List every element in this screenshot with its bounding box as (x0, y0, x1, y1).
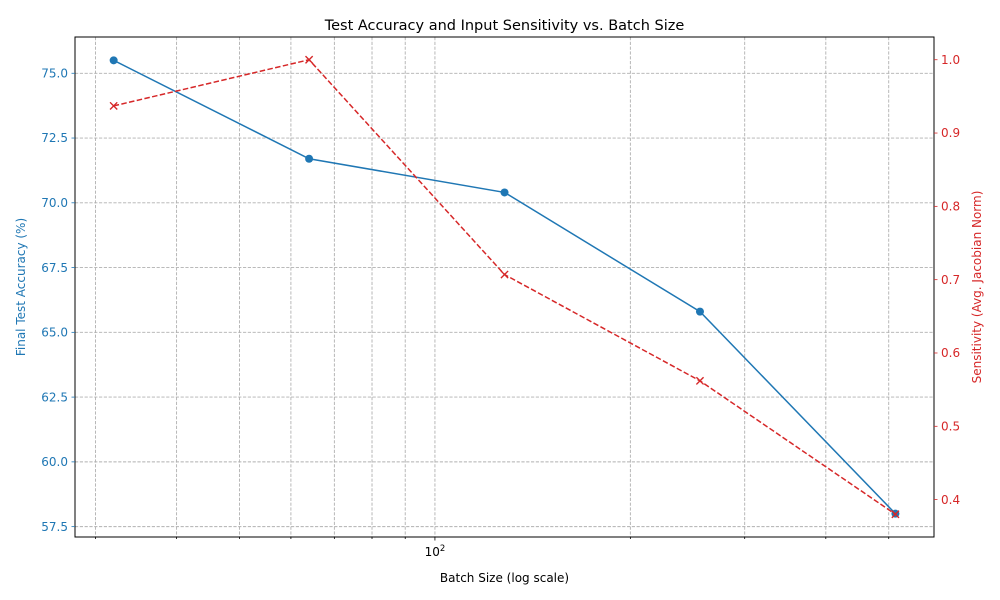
sensitivity-data-point (305, 55, 314, 64)
y-right-axis-title: Sensitivity (Avg. Jacobian Norm) (970, 191, 984, 384)
y-right-tick-label: 0.4 (941, 493, 960, 507)
accuracy-data-point (695, 307, 704, 316)
series-layer (109, 55, 900, 519)
y-right-tick-label: 0.6 (941, 346, 960, 360)
marker-stroke (305, 55, 314, 64)
y-right-tick-label: 0.8 (941, 200, 960, 214)
y-left-tick-label: 75.0 (41, 66, 68, 80)
sensitivity-data-point (695, 376, 705, 385)
y-right-tick-label: 0.9 (941, 126, 960, 140)
sensitivity-data-point (109, 101, 118, 111)
y-right-tick-label: 0.7 (941, 273, 960, 287)
y-left-tick-label: 62.5 (41, 390, 68, 404)
chart-title: Test Accuracy and Input Sensitivity vs. … (324, 18, 685, 34)
marker-stroke (109, 101, 118, 111)
marker-stroke (891, 510, 900, 519)
plot-frame (74, 36, 935, 538)
y-right-tick-label: 0.5 (941, 419, 960, 433)
sensitivity-data-point (891, 510, 900, 519)
grid (75, 37, 934, 537)
y-left-tick-label: 60.0 (41, 455, 68, 469)
sensitivity-data-point (500, 270, 509, 279)
axes: 102 57.5 60.0 62.5 65.0 67.5 70.0 72.5 75.0 0.4 0.… (41, 53, 960, 559)
accuracy-data-point (109, 56, 118, 65)
y-left-tick-label: 72.5 (41, 131, 68, 145)
x-axis-title: Batch Size (log scale) (440, 571, 569, 585)
y-left-axis-title: Final Test Accuracy (%) (14, 218, 28, 356)
marker-stroke (500, 270, 509, 279)
y-left-tick-label: 70.0 (41, 196, 68, 210)
y-left-tick-label: 65.0 (41, 326, 68, 340)
y-left-tick-label: 57.5 (41, 520, 68, 534)
accuracy-data-point (305, 154, 314, 163)
marker-stroke (695, 376, 705, 385)
x-tick-label: 102 (425, 544, 446, 559)
y-left-tick-label: 67.5 (41, 261, 68, 275)
y-right-tick-label: 1.0 (941, 53, 960, 67)
accuracy-data-point (500, 188, 509, 197)
